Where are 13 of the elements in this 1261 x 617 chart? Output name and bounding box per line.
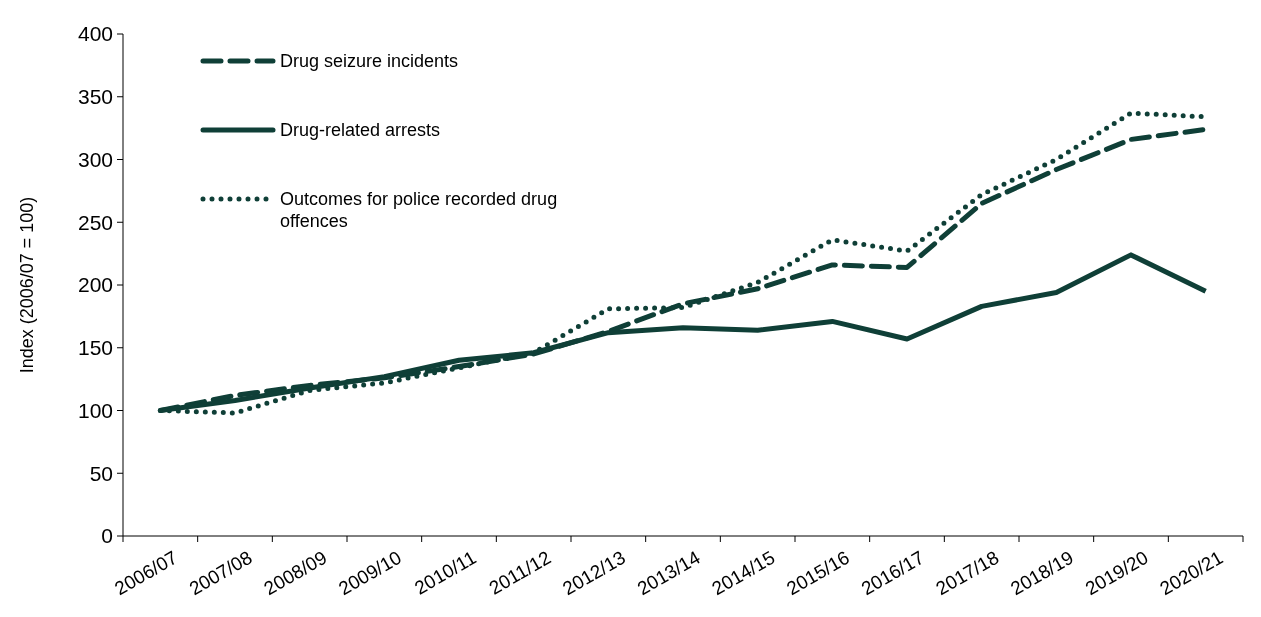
y-tick-label: 0 bbox=[101, 524, 113, 548]
legend-label: Outcomes for police recorded drug offences bbox=[280, 189, 558, 231]
y-tick-label: 400 bbox=[77, 22, 113, 46]
y-tick-label: 350 bbox=[77, 85, 113, 109]
legend-label: Drug-related arrests bbox=[280, 120, 441, 141]
y-tick-label: 50 bbox=[89, 461, 113, 485]
y-tick-label: 300 bbox=[77, 147, 113, 171]
y-tick-label: 150 bbox=[77, 336, 113, 360]
y-tick-label: 100 bbox=[77, 398, 113, 422]
y-axis-title: Index (2006/07 = 100) bbox=[17, 196, 37, 374]
y-tick-label: 250 bbox=[77, 210, 113, 234]
legend-label: Drug seizure incidents bbox=[280, 51, 459, 72]
y-tick-label: 200 bbox=[77, 273, 113, 297]
